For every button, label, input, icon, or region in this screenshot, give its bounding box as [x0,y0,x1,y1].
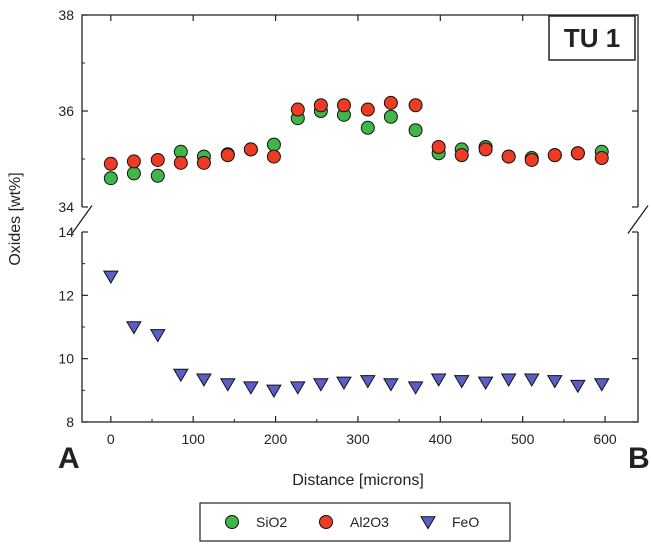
point-feo [407,381,424,395]
point-feo [453,375,470,389]
y-tick-label-upper: 38 [58,7,74,23]
point-feo [172,368,189,383]
x-tick-label: 300 [346,431,370,447]
plot-area [71,14,649,423]
point-sio2 [266,137,281,152]
point-feo [266,384,282,398]
point-sio2 [383,109,398,124]
legend-box [199,502,511,542]
legend-marker-sio2 [225,515,239,529]
x-tick-label: 100 [182,431,206,447]
point-feo [430,373,447,387]
end-label-b: B [628,442,650,475]
legend-label-feo: FeO [452,514,479,530]
point-al2o3 [431,140,446,154]
point-feo [126,321,142,335]
point-feo [242,381,259,395]
point-al2o3 [103,156,118,171]
point-al2o3 [290,102,305,117]
x-tick-label: 200 [264,431,288,447]
point-feo [593,378,610,392]
x-tick-label: 0 [107,431,115,447]
point-al2o3 [196,155,211,170]
x-tick-label: 400 [429,431,453,447]
end-label-a: A [58,442,80,475]
lower-panel-frame [81,232,639,423]
point-al2o3 [173,155,188,170]
point-al2o3 [266,149,281,164]
point-feo [500,373,517,387]
point-sio2 [150,168,165,183]
point-sio2 [126,166,141,181]
x-tick-label: 600 [593,431,617,447]
point-al2o3 [501,149,516,164]
point-al2o3 [313,98,328,113]
legend-marker-feo [420,516,436,530]
legend-label-sio2: SiO2 [256,514,287,530]
axis-break-right [627,205,649,234]
point-al2o3 [594,151,609,166]
point-feo [359,375,376,389]
axis-break-left [71,205,93,234]
title-box: TU 1 [548,15,636,61]
legend-label-al2o3: Al2O3 [350,514,389,530]
point-al2o3 [383,95,398,110]
data-marks [102,95,610,398]
point-al2o3 [126,154,141,169]
y-tick-label-lower: 8 [66,414,74,430]
point-sio2 [360,120,375,135]
y-axis-label: Oxides [wt%] [7,172,24,265]
point-feo [312,378,329,392]
point-al2o3 [570,146,585,161]
point-feo [546,375,563,389]
x-tick-label: 500 [511,431,535,447]
point-feo [336,376,352,391]
point-al2o3 [547,148,562,163]
legend-marker-al2o3 [319,515,333,529]
point-feo [289,381,306,395]
x-axis-label: Distance [microns] [292,472,424,489]
point-feo [523,373,540,387]
point-al2o3 [454,148,469,163]
y-tick-label-upper: 34 [58,199,74,215]
point-al2o3 [408,98,423,113]
point-al2o3 [336,98,351,113]
y-tick-label-lower: 12 [58,287,74,303]
point-feo [196,373,212,387]
chart-title: TU 1 [564,23,620,53]
point-al2o3 [150,152,165,167]
point-feo [102,270,119,284]
y-tick-label-lower: 14 [58,224,74,240]
point-al2o3 [478,142,493,157]
point-sio2 [103,171,118,186]
point-al2o3 [243,142,258,157]
point-feo [477,376,494,391]
legend: SiO2 Al2O3 FeO [199,502,511,542]
point-sio2 [408,123,423,138]
point-al2o3 [524,152,539,167]
point-feo [149,329,166,343]
y-tick-label-upper: 36 [58,103,74,119]
point-al2o3 [220,148,235,163]
point-feo [383,378,399,392]
point-al2o3 [360,102,375,117]
y-tick-label-lower: 10 [58,351,74,367]
point-feo [219,378,236,392]
axis-ticks: 34 36 38 8 10 12 14 0 100 200 300 400 500 600 [58,7,638,447]
point-feo [569,379,586,394]
